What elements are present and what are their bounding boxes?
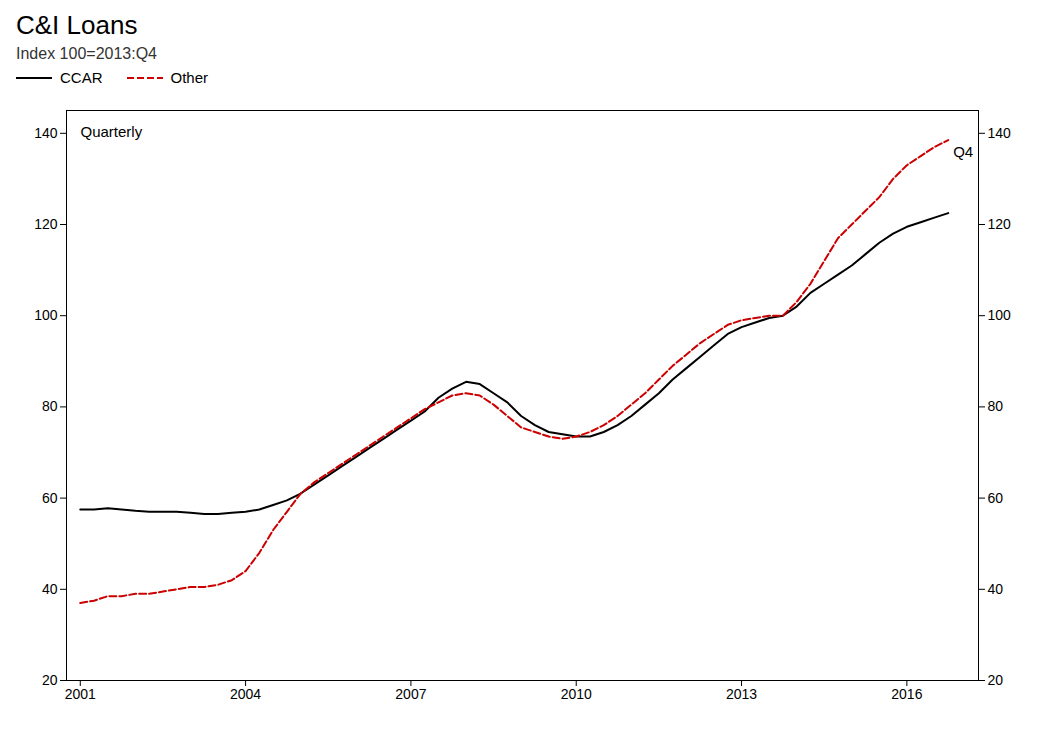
svg-text:60: 60	[42, 490, 58, 506]
svg-text:20: 20	[42, 672, 58, 688]
svg-text:2013: 2013	[726, 686, 757, 702]
svg-text:120: 120	[988, 216, 1012, 232]
html-text:C&I Loans: C&I Loans	[16, 10, 138, 40]
html-text:Other: Other	[170, 69, 208, 86]
html-text:CCAR: CCAR	[60, 69, 103, 86]
svg-text:140: 140	[988, 125, 1012, 141]
svg-text:140: 140	[34, 125, 58, 141]
svg-text:40: 40	[42, 581, 58, 597]
svg-text:40: 40	[988, 581, 1004, 597]
svg-text:Q4: Q4	[953, 143, 973, 160]
svg-text:2016: 2016	[891, 686, 922, 702]
svg-text:120: 120	[34, 216, 58, 232]
svg-text:Quarterly: Quarterly	[81, 123, 143, 140]
svg-text:80: 80	[988, 398, 1004, 414]
svg-text:100: 100	[34, 307, 58, 323]
svg-text:2007: 2007	[395, 686, 426, 702]
svg-text:20: 20	[988, 672, 1004, 688]
html-text:Index 100=2013:Q4: Index 100=2013:Q4	[16, 45, 157, 62]
svg-text:100: 100	[988, 307, 1012, 323]
svg-text:60: 60	[988, 490, 1004, 506]
svg-text:2001: 2001	[65, 686, 96, 702]
svg-text:2010: 2010	[561, 686, 592, 702]
svg-text:80: 80	[42, 398, 58, 414]
svg-text:2004: 2004	[230, 686, 261, 702]
